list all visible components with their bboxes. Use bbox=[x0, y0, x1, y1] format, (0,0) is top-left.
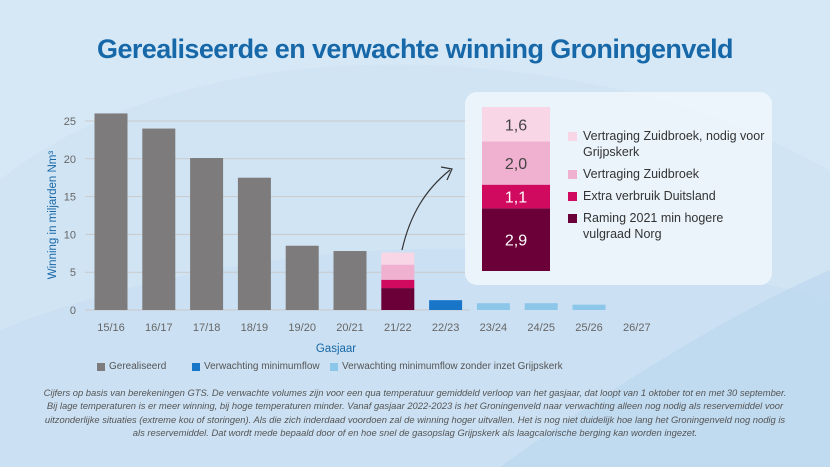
x-tick-label: 17/18 bbox=[193, 322, 221, 334]
legend-label: Verwachting minimumflow bbox=[204, 361, 320, 372]
inset-legend-item: Vertraging Zuidbroek bbox=[568, 166, 768, 182]
inset-legend-item: Raming 2021 min hogere vulgraad Norg bbox=[568, 210, 768, 242]
x-tick-label: 20/21 bbox=[336, 322, 364, 334]
y-tick-label: 10 bbox=[64, 229, 76, 241]
x-tick-label: 15/16 bbox=[97, 322, 125, 334]
x-tick-label: 24/25 bbox=[527, 322, 555, 334]
y-tick-label: 25 bbox=[64, 116, 76, 128]
chart-title: Gerealiseerde en verwachte winning Groni… bbox=[97, 34, 734, 64]
inset-legend-item: Extra verbruik Duitsland bbox=[568, 188, 768, 204]
x-axis-title: Gasjaar bbox=[316, 343, 356, 355]
legend-swatch bbox=[568, 132, 577, 141]
bar-22-23 bbox=[429, 300, 463, 310]
stack-segment bbox=[381, 264, 415, 280]
legend-label: Vertraging Zuidbroek, nodig voor Grijpsk… bbox=[583, 129, 765, 159]
x-tick-label: 18/19 bbox=[241, 322, 269, 334]
legend-item-realised: Gerealiseerd bbox=[97, 361, 192, 372]
inset-legend-item: Vertraging Zuidbroek, nodig voor Grijpsk… bbox=[568, 128, 768, 160]
inset-legend: Vertraging Zuidbroek, nodig voor Grijpsk… bbox=[568, 128, 768, 248]
stack-segment bbox=[381, 279, 415, 289]
legend-swatch bbox=[97, 362, 105, 371]
x-tick-label: 23/24 bbox=[480, 322, 508, 334]
x-tick-label: 22/23 bbox=[432, 322, 460, 334]
stack-segment bbox=[381, 288, 415, 310]
y-tick-label: 0 bbox=[70, 305, 76, 317]
x-tick-label: 25/26 bbox=[575, 322, 603, 334]
bar-23-24 bbox=[476, 303, 510, 310]
bar-16-17 bbox=[142, 128, 176, 310]
chart-legend: Gerealiseerd Verwachting minimumflow Ver… bbox=[97, 361, 563, 372]
legend-item-expected: Verwachting minimumflow bbox=[192, 361, 330, 372]
legend-swatch bbox=[568, 192, 577, 201]
stack-segment bbox=[381, 252, 415, 265]
y-tick-label: 20 bbox=[64, 154, 76, 166]
x-tick-label: 26/27 bbox=[623, 322, 651, 334]
y-tick-label: 15 bbox=[64, 192, 76, 204]
bar-17-18 bbox=[190, 158, 224, 310]
legend-swatch bbox=[568, 170, 577, 179]
bar-20-21 bbox=[333, 251, 367, 310]
arrowhead-icon bbox=[440, 166, 453, 181]
legend-swatch bbox=[568, 214, 577, 223]
arrow-icon bbox=[401, 169, 451, 251]
footnote: Cijfers op basis van berekeningen GTS. D… bbox=[43, 387, 787, 438]
legend-label: Vertraging Zuidbroek bbox=[583, 167, 700, 181]
legend-swatch bbox=[192, 362, 200, 371]
legend-label: Extra verbruik Duitsland bbox=[583, 189, 716, 203]
legend-swatch bbox=[330, 362, 338, 371]
bar-19-20 bbox=[285, 245, 319, 310]
y-tick-label: 5 bbox=[70, 267, 76, 279]
bar-18-19 bbox=[237, 177, 271, 310]
bar-25-26 bbox=[572, 304, 606, 310]
bar-15-16 bbox=[94, 113, 128, 310]
legend-label: Raming 2021 min hogere vulgraad Norg bbox=[583, 211, 724, 241]
x-tick-label: 16/17 bbox=[145, 322, 173, 334]
legend-label: Verwachting minimumflow zonder inzet Gri… bbox=[342, 361, 563, 372]
x-tick-label: 21/22 bbox=[384, 322, 412, 334]
y-axis-title: Winning in miljarden Nm³ bbox=[47, 151, 59, 280]
bar-24-25 bbox=[524, 303, 558, 310]
legend-item-expected-light: Verwachting minimumflow zonder inzet Gri… bbox=[330, 361, 563, 372]
legend-label: Gerealiseerd bbox=[109, 361, 167, 372]
x-tick-label: 19/20 bbox=[288, 322, 316, 334]
